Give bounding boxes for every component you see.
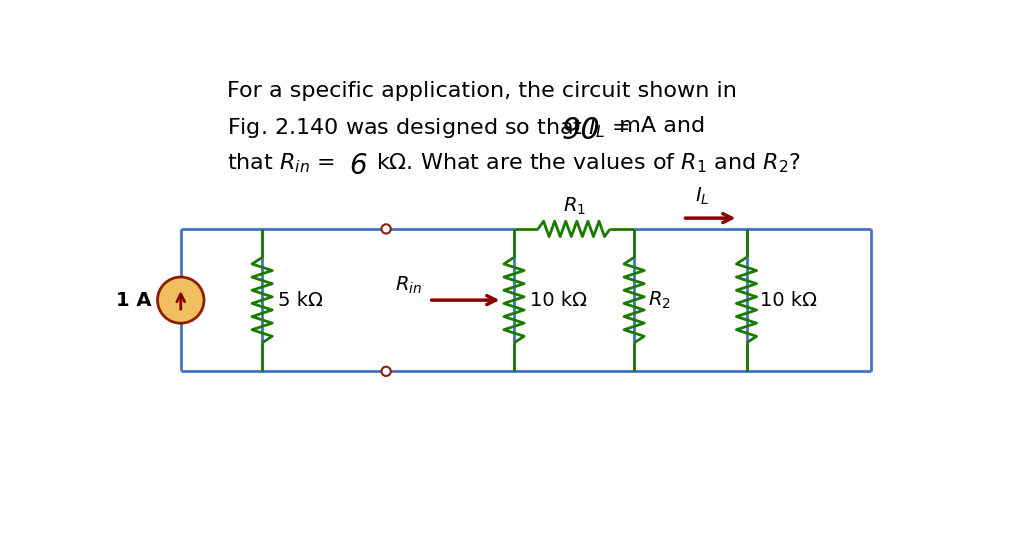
Text: 10 kΩ: 10 kΩ — [759, 291, 817, 310]
Text: k$\Omega$. What are the values of $R_1$ and $R_2$?: k$\Omega$. What are the values of $R_1$ … — [376, 152, 800, 175]
Text: 10 kΩ: 10 kΩ — [529, 291, 586, 310]
Text: 90: 90 — [561, 116, 601, 146]
Circle shape — [381, 224, 390, 234]
Text: $R_{in}$: $R_{in}$ — [395, 275, 422, 296]
Text: 5 kΩ: 5 kΩ — [277, 291, 323, 310]
Circle shape — [381, 367, 390, 376]
Text: For a specific application, the circuit shown in: For a specific application, the circuit … — [227, 81, 736, 101]
Text: mA and: mA and — [605, 116, 705, 137]
Text: $R_2$: $R_2$ — [647, 290, 670, 311]
Text: that $R_{in}$ =: that $R_{in}$ = — [227, 152, 335, 175]
Text: $I_L$: $I_L$ — [694, 186, 709, 207]
Text: 1 A: 1 A — [115, 291, 152, 310]
Text: $R_1$: $R_1$ — [562, 196, 585, 217]
Circle shape — [158, 277, 204, 323]
Text: 6: 6 — [350, 152, 367, 180]
Text: Fig. 2.140 was designed so that $I_L$ =: Fig. 2.140 was designed so that $I_L$ = — [227, 116, 630, 141]
